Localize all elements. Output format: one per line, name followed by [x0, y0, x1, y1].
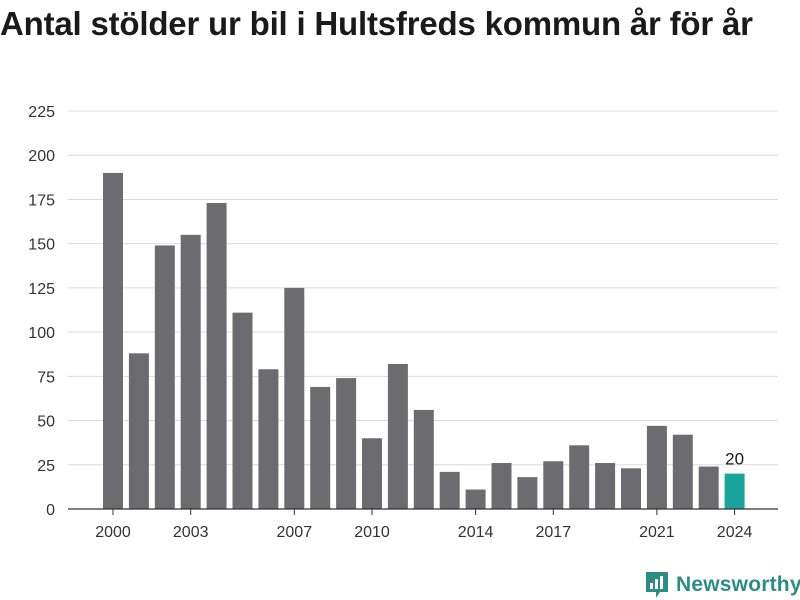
bar-2013: [439, 471, 460, 509]
bar-2024: [724, 473, 745, 509]
bar-2017: [543, 461, 564, 509]
y-tick-label: 100: [28, 325, 55, 342]
x-axis: 2000 2003 2007 2010 2014 2017 2021 2024: [68, 508, 778, 541]
bar-2019: [595, 463, 616, 509]
y-axis-ticks: 0 25 50 75 100 125 150 175 200 225: [28, 104, 55, 519]
y-tick-label: 150: [28, 237, 55, 254]
x-tick-label: 2014: [458, 524, 494, 541]
bar-2012: [413, 409, 434, 509]
bar-2009: [336, 378, 357, 509]
y-tick-label: 225: [28, 104, 55, 121]
bar-2022: [672, 434, 693, 509]
bar-2011: [387, 363, 408, 509]
y-tick-label: 25: [37, 458, 55, 475]
y-tick-label: 50: [37, 414, 55, 431]
bar-2021: [646, 425, 667, 509]
bar-2018: [569, 445, 590, 509]
x-tick-label: 2024: [717, 524, 753, 541]
y-tick-label: 200: [28, 148, 55, 165]
bar-2000: [103, 172, 123, 509]
bar-2008: [310, 386, 331, 509]
bar-2005: [232, 312, 253, 509]
brand-name: Newsworthy: [676, 573, 800, 596]
bar-2014: [465, 489, 486, 509]
data-labels: 20: [725, 450, 744, 469]
bar-2015: [491, 463, 512, 509]
bar-2016: [517, 477, 538, 509]
bar-2002: [154, 245, 175, 510]
bar-2010: [362, 438, 382, 509]
y-tick-label: 0: [46, 502, 55, 519]
bar-2020: [621, 468, 641, 509]
x-tick-label: 2010: [354, 524, 390, 541]
y-tick-label: 125: [28, 281, 55, 298]
bar-2003: [180, 234, 201, 510]
y-tick-label: 175: [28, 192, 55, 209]
bar-2001: [128, 353, 149, 509]
x-tick-label: 2021: [639, 524, 675, 541]
bar-2006: [258, 369, 279, 509]
bar-2023: [698, 466, 719, 509]
newsworthy-chart-icon: [646, 572, 668, 598]
bars: [103, 172, 745, 510]
brand-logo[interactable]: Newsworthy: [644, 570, 800, 600]
x-tick-label: 2003: [173, 524, 209, 541]
bar-2004: [206, 202, 227, 509]
y-tick-label: 75: [37, 369, 55, 386]
bar-2007: [284, 287, 305, 509]
x-tick-label: 2017: [536, 524, 572, 541]
chart-title: Antal stölder ur bil i Hultsfreds kommun…: [0, 5, 753, 42]
data-label: 20: [725, 450, 744, 469]
x-tick-label: 2000: [95, 524, 131, 541]
x-tick-label: 2007: [277, 524, 313, 541]
